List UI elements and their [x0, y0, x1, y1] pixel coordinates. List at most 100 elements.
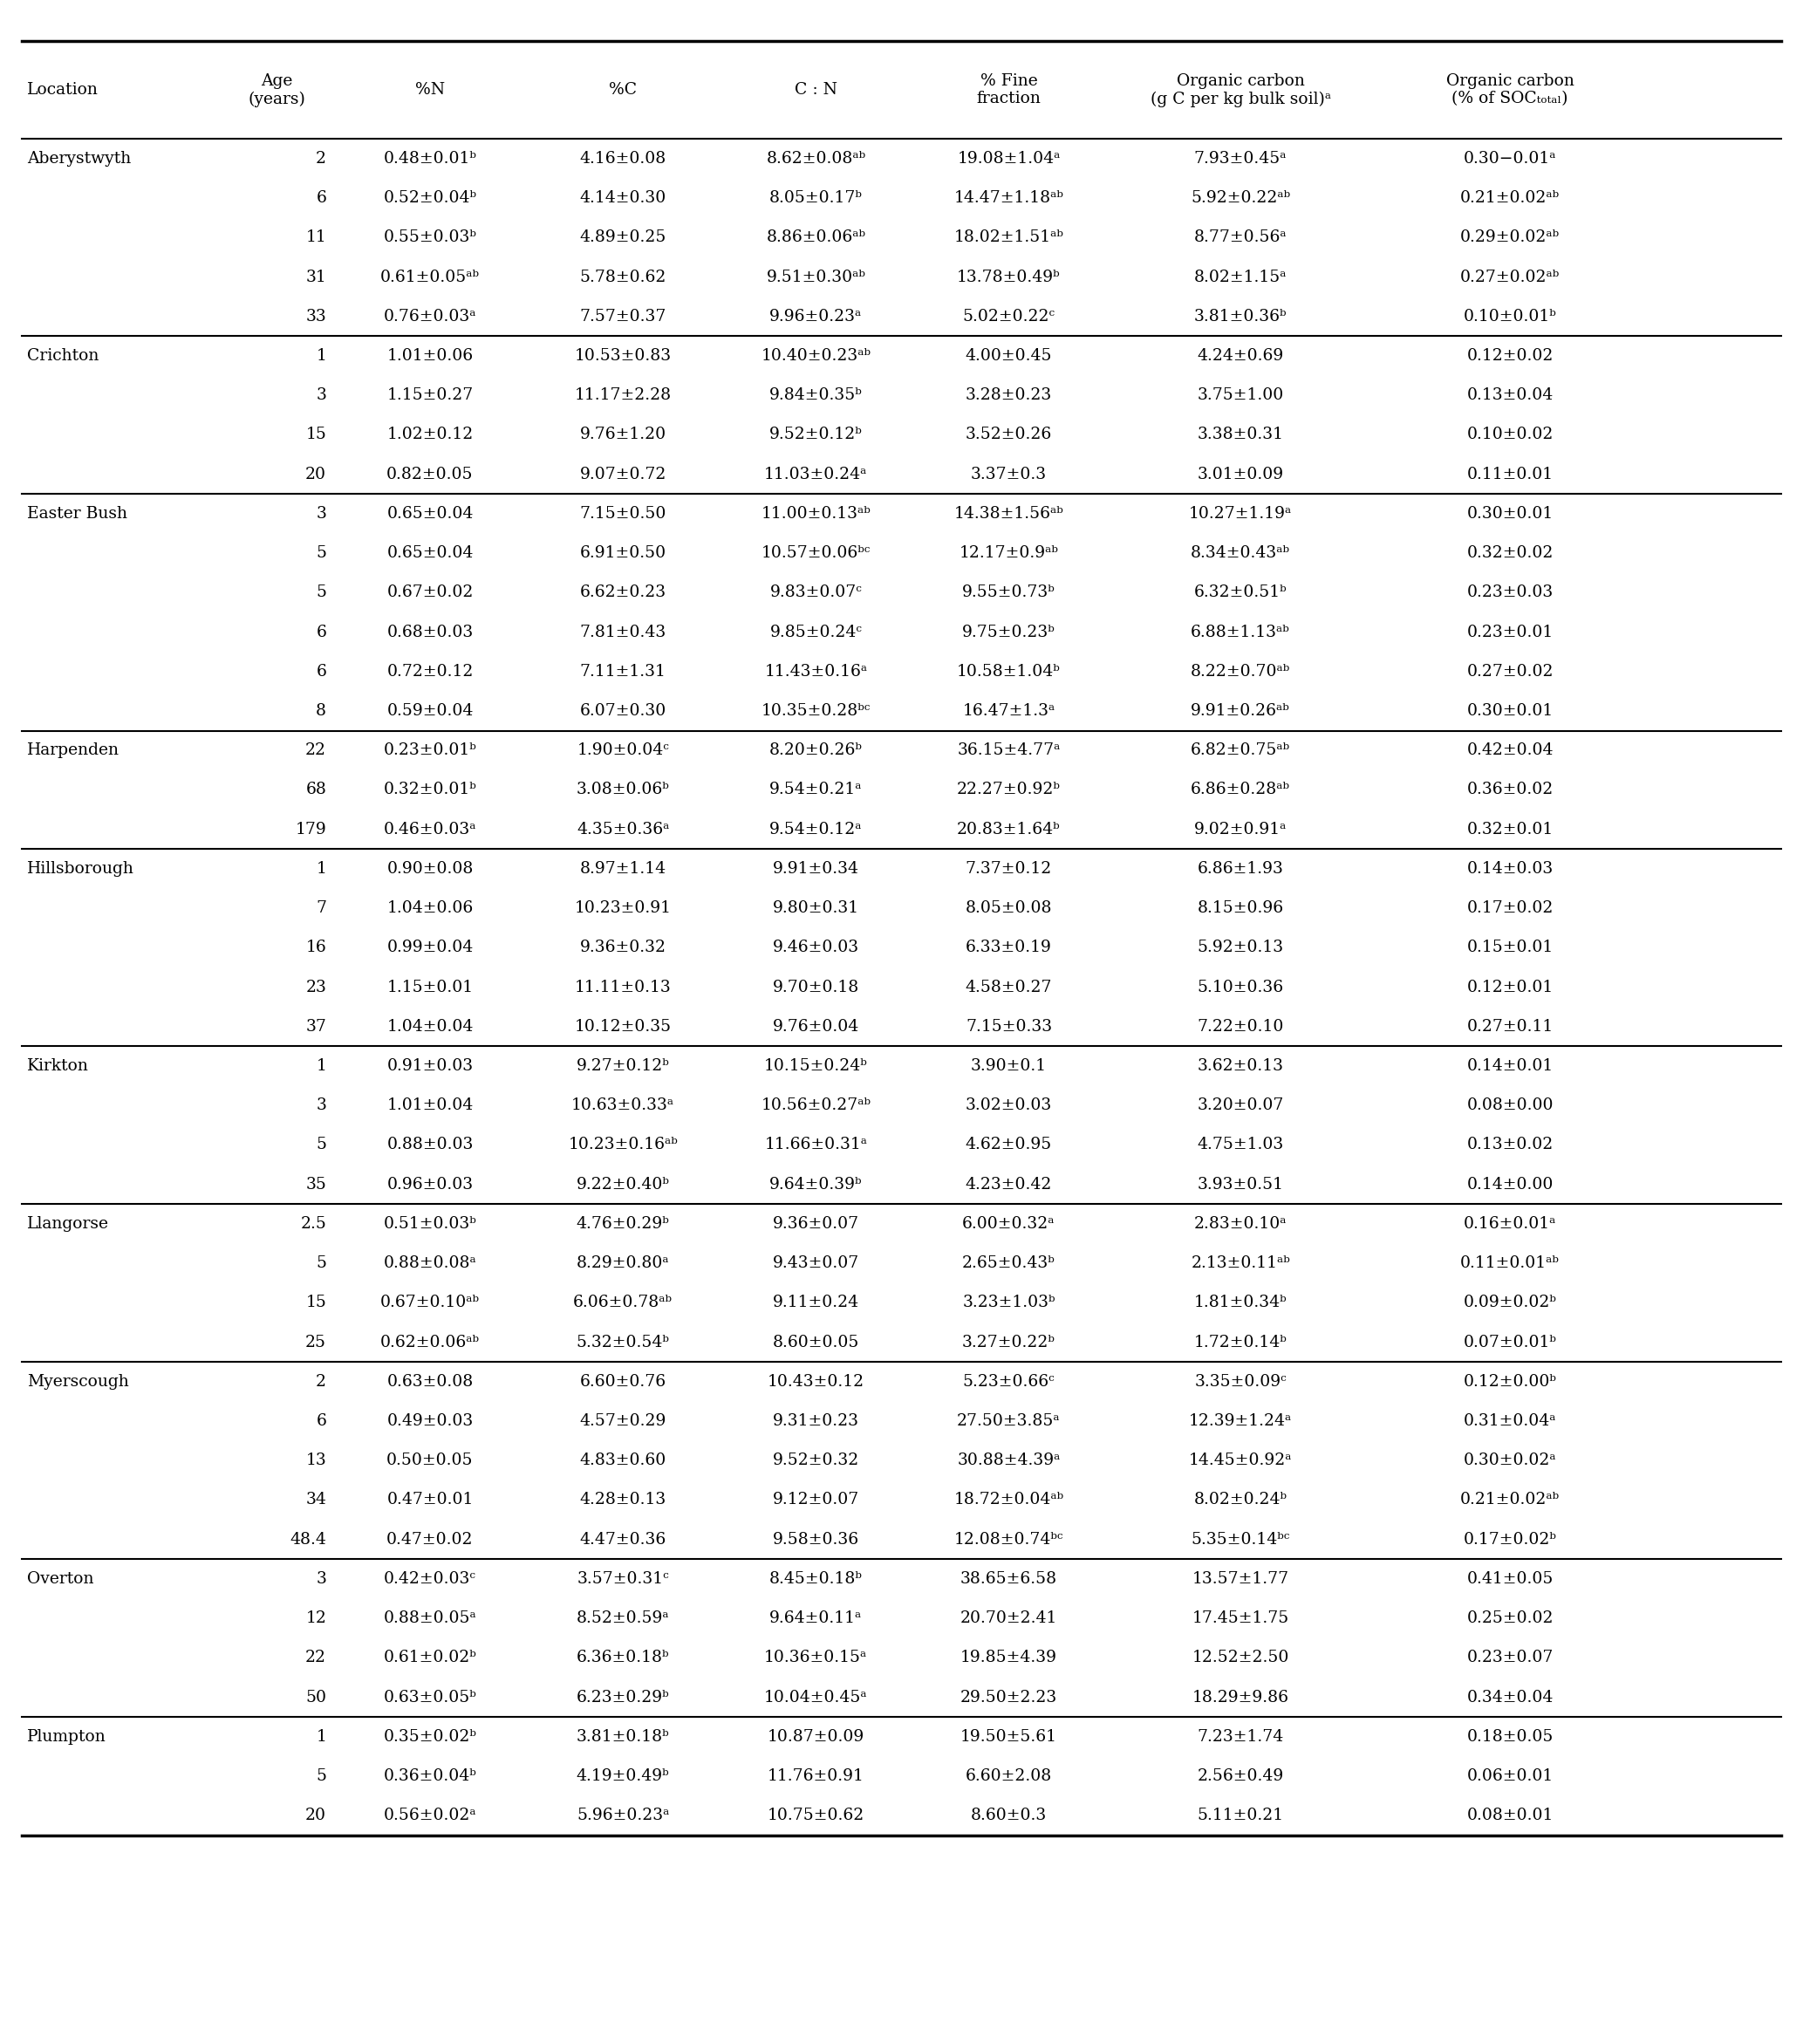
Text: 18.29±9.86: 18.29±9.86: [1192, 1690, 1289, 1705]
Text: 5.02±0.22ᶜ: 5.02±0.22ᶜ: [963, 309, 1055, 325]
Text: 20.70±2.41: 20.70±2.41: [961, 1611, 1057, 1627]
Text: 10.57±0.06ᵇᶜ: 10.57±0.06ᵇᶜ: [761, 546, 871, 560]
Text: 0.30±0.02ᵃ: 0.30±0.02ᵃ: [1464, 1453, 1556, 1468]
Text: 0.99±0.04: 0.99±0.04: [386, 940, 474, 955]
Text: 9.52±0.32: 9.52±0.32: [772, 1453, 860, 1468]
Text: 9.84±0.35ᵇ: 9.84±0.35ᵇ: [770, 388, 862, 403]
Text: 4.62±0.95: 4.62±0.95: [965, 1136, 1053, 1153]
Text: 9.85±0.24ᶜ: 9.85±0.24ᶜ: [770, 623, 862, 640]
Text: 4.16±0.08: 4.16±0.08: [579, 151, 667, 166]
Text: 23: 23: [305, 979, 326, 995]
Text: 38.65±6.58: 38.65±6.58: [961, 1572, 1057, 1586]
Text: 7.81±0.43: 7.81±0.43: [579, 623, 667, 640]
Text: 0.72±0.12: 0.72±0.12: [386, 664, 474, 679]
Text: 9.07±0.72: 9.07±0.72: [579, 466, 667, 482]
Text: 10.40±0.23ᵃᵇ: 10.40±0.23ᵃᵇ: [761, 347, 871, 364]
Text: 7.22±0.10: 7.22±0.10: [1197, 1018, 1284, 1034]
Text: 0.10±0.02: 0.10±0.02: [1466, 427, 1554, 444]
Text: 7.11±1.31: 7.11±1.31: [581, 664, 665, 679]
Text: 15: 15: [305, 1296, 326, 1310]
Text: 4.75±1.03: 4.75±1.03: [1197, 1136, 1284, 1153]
Text: 48.4: 48.4: [290, 1531, 326, 1547]
Text: 3.35±0.09ᶜ: 3.35±0.09ᶜ: [1194, 1374, 1287, 1390]
Text: 9.27±0.12ᵇ: 9.27±0.12ᵇ: [577, 1059, 669, 1073]
Text: 3.75±1.00: 3.75±1.00: [1197, 388, 1284, 403]
Text: 7.23±1.74: 7.23±1.74: [1197, 1729, 1284, 1744]
Text: 5.92±0.13: 5.92±0.13: [1197, 940, 1284, 955]
Text: 0.11±0.01ᵃᵇ: 0.11±0.01ᵃᵇ: [1460, 1255, 1560, 1271]
Text: 10.15±0.24ᵇ: 10.15±0.24ᵇ: [764, 1059, 867, 1073]
Text: 36.15±4.77ᵃ: 36.15±4.77ᵃ: [957, 742, 1060, 758]
Text: 0.21±0.02ᵃᵇ: 0.21±0.02ᵃᵇ: [1460, 1492, 1560, 1508]
Text: 6.91±0.50: 6.91±0.50: [581, 546, 665, 560]
Text: 20: 20: [305, 466, 326, 482]
Text: 8.97±1.14: 8.97±1.14: [581, 861, 665, 877]
Text: 1: 1: [316, 861, 326, 877]
Text: 6.62±0.23: 6.62±0.23: [581, 585, 665, 601]
Text: 3: 3: [316, 388, 326, 403]
Text: 0.35±0.02ᵇ: 0.35±0.02ᵇ: [384, 1729, 476, 1744]
Text: 3.93±0.51: 3.93±0.51: [1197, 1177, 1284, 1192]
Text: 9.46±0.03: 9.46±0.03: [773, 940, 858, 955]
Text: 6.23±0.29ᵇ: 6.23±0.29ᵇ: [577, 1690, 669, 1705]
Text: 13.57±1.77: 13.57±1.77: [1192, 1572, 1289, 1586]
Text: Aberystwyth: Aberystwyth: [27, 151, 132, 166]
Text: 0.30±0.01: 0.30±0.01: [1466, 507, 1554, 521]
Text: 22: 22: [305, 1650, 326, 1666]
Text: 9.76±1.20: 9.76±1.20: [581, 427, 665, 444]
Text: 5: 5: [316, 1768, 326, 1784]
Text: 0.31±0.04ᵃ: 0.31±0.04ᵃ: [1464, 1412, 1556, 1429]
Text: 0.23±0.07: 0.23±0.07: [1466, 1650, 1554, 1666]
Text: 11.43±0.16ᵃ: 11.43±0.16ᵃ: [764, 664, 867, 679]
Text: 11.17±2.28: 11.17±2.28: [575, 388, 671, 403]
Text: 6.33±0.19: 6.33±0.19: [966, 940, 1051, 955]
Text: 14.47±1.18ᵃᵇ: 14.47±1.18ᵃᵇ: [954, 190, 1064, 206]
Text: 9.54±0.21ᵃ: 9.54±0.21ᵃ: [770, 783, 862, 797]
Text: 5.92±0.22ᵃᵇ: 5.92±0.22ᵃᵇ: [1190, 190, 1291, 206]
Text: 35: 35: [305, 1177, 326, 1192]
Text: 10.23±0.91: 10.23±0.91: [575, 901, 671, 916]
Text: 0.06±0.01: 0.06±0.01: [1466, 1768, 1554, 1784]
Text: 0.59±0.04: 0.59±0.04: [386, 703, 474, 719]
Text: 7: 7: [316, 901, 326, 916]
Text: 1: 1: [316, 1059, 326, 1073]
Text: 15: 15: [305, 427, 326, 444]
Text: 17.45±1.75: 17.45±1.75: [1192, 1611, 1289, 1627]
Text: 0.10±0.01ᵇ: 0.10±0.01ᵇ: [1464, 309, 1556, 325]
Text: 0.82±0.05: 0.82±0.05: [386, 466, 474, 482]
Text: 6: 6: [316, 623, 326, 640]
Text: 9.64±0.11ᵃ: 9.64±0.11ᵃ: [770, 1611, 862, 1627]
Text: 0.23±0.03: 0.23±0.03: [1466, 585, 1554, 601]
Text: 1.81±0.34ᵇ: 1.81±0.34ᵇ: [1194, 1296, 1287, 1310]
Text: 0.63±0.08: 0.63±0.08: [386, 1374, 474, 1390]
Text: 8.86±0.06ᵃᵇ: 8.86±0.06ᵃᵇ: [766, 229, 865, 245]
Text: 8.60±0.3: 8.60±0.3: [970, 1807, 1048, 1823]
Text: Organic carbon
(g C per kg bulk soil)ᵃ: Organic carbon (g C per kg bulk soil)ᵃ: [1150, 74, 1331, 106]
Text: 12.17±0.9ᵃᵇ: 12.17±0.9ᵃᵇ: [959, 546, 1058, 560]
Text: 16.47±1.3ᵃ: 16.47±1.3ᵃ: [963, 703, 1055, 719]
Text: 1.15±0.01: 1.15±0.01: [388, 979, 472, 995]
Text: 1: 1: [316, 347, 326, 364]
Text: 179: 179: [296, 822, 326, 838]
Text: 3: 3: [316, 1572, 326, 1586]
Text: 9.52±0.12ᵇ: 9.52±0.12ᵇ: [770, 427, 862, 444]
Text: 4.89±0.25: 4.89±0.25: [579, 229, 667, 245]
Text: 1.04±0.06: 1.04±0.06: [386, 901, 474, 916]
Text: 6: 6: [316, 190, 326, 206]
Text: 14.45±0.92ᵃ: 14.45±0.92ᵃ: [1188, 1453, 1293, 1468]
Text: 11.76±0.91: 11.76±0.91: [768, 1768, 864, 1784]
Text: 0.61±0.02ᵇ: 0.61±0.02ᵇ: [384, 1650, 476, 1666]
Text: 12.52±2.50: 12.52±2.50: [1192, 1650, 1289, 1666]
Text: 4.58±0.27: 4.58±0.27: [965, 979, 1053, 995]
Text: 5: 5: [316, 1255, 326, 1271]
Text: 9.12±0.07: 9.12±0.07: [772, 1492, 860, 1508]
Text: 6.60±0.76: 6.60±0.76: [581, 1374, 665, 1390]
Text: 12.08±0.74ᵇᶜ: 12.08±0.74ᵇᶜ: [954, 1531, 1064, 1547]
Text: 8: 8: [316, 703, 326, 719]
Text: 0.32±0.02: 0.32±0.02: [1466, 546, 1554, 560]
Text: 4.14±0.30: 4.14±0.30: [579, 190, 667, 206]
Text: 0.47±0.01: 0.47±0.01: [386, 1492, 474, 1508]
Text: 12.39±1.24ᵃ: 12.39±1.24ᵃ: [1188, 1412, 1293, 1429]
Text: 4.57±0.29: 4.57±0.29: [579, 1412, 667, 1429]
Text: 3.62±0.13: 3.62±0.13: [1197, 1059, 1284, 1073]
